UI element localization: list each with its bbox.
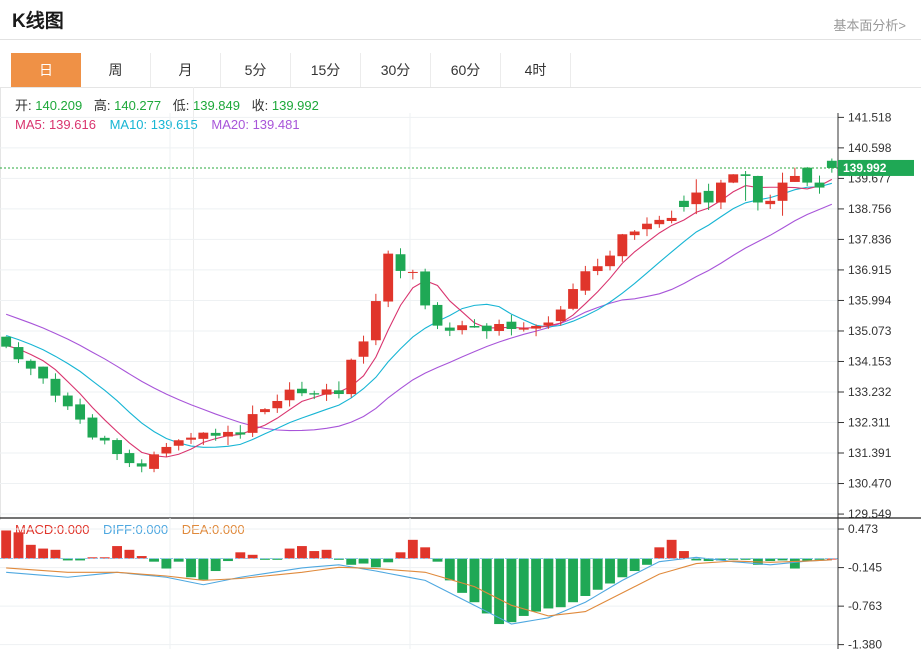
svg-text:-0.145: -0.145 [848, 561, 882, 575]
svg-text:136.915: 136.915 [848, 263, 892, 277]
svg-text:0.473: 0.473 [848, 522, 878, 536]
svg-text:134.153: 134.153 [848, 354, 892, 368]
svg-text:141.518: 141.518 [848, 113, 892, 124]
svg-text:130.470: 130.470 [848, 477, 892, 491]
svg-text:135.073: 135.073 [848, 324, 892, 338]
svg-text:129.549: 129.549 [848, 507, 892, 521]
svg-text:131.391: 131.391 [848, 446, 892, 460]
svg-text:-1.380: -1.380 [848, 638, 882, 649]
svg-text:137.836: 137.836 [848, 232, 892, 246]
svg-text:133.232: 133.232 [848, 385, 892, 399]
svg-text:135.994: 135.994 [848, 293, 892, 307]
svg-text:140.598: 140.598 [848, 141, 892, 155]
svg-text:138.756: 138.756 [848, 202, 892, 216]
svg-text:-0.763: -0.763 [848, 599, 882, 613]
svg-text:132.311: 132.311 [848, 416, 891, 430]
svg-text:139.992: 139.992 [843, 161, 887, 175]
